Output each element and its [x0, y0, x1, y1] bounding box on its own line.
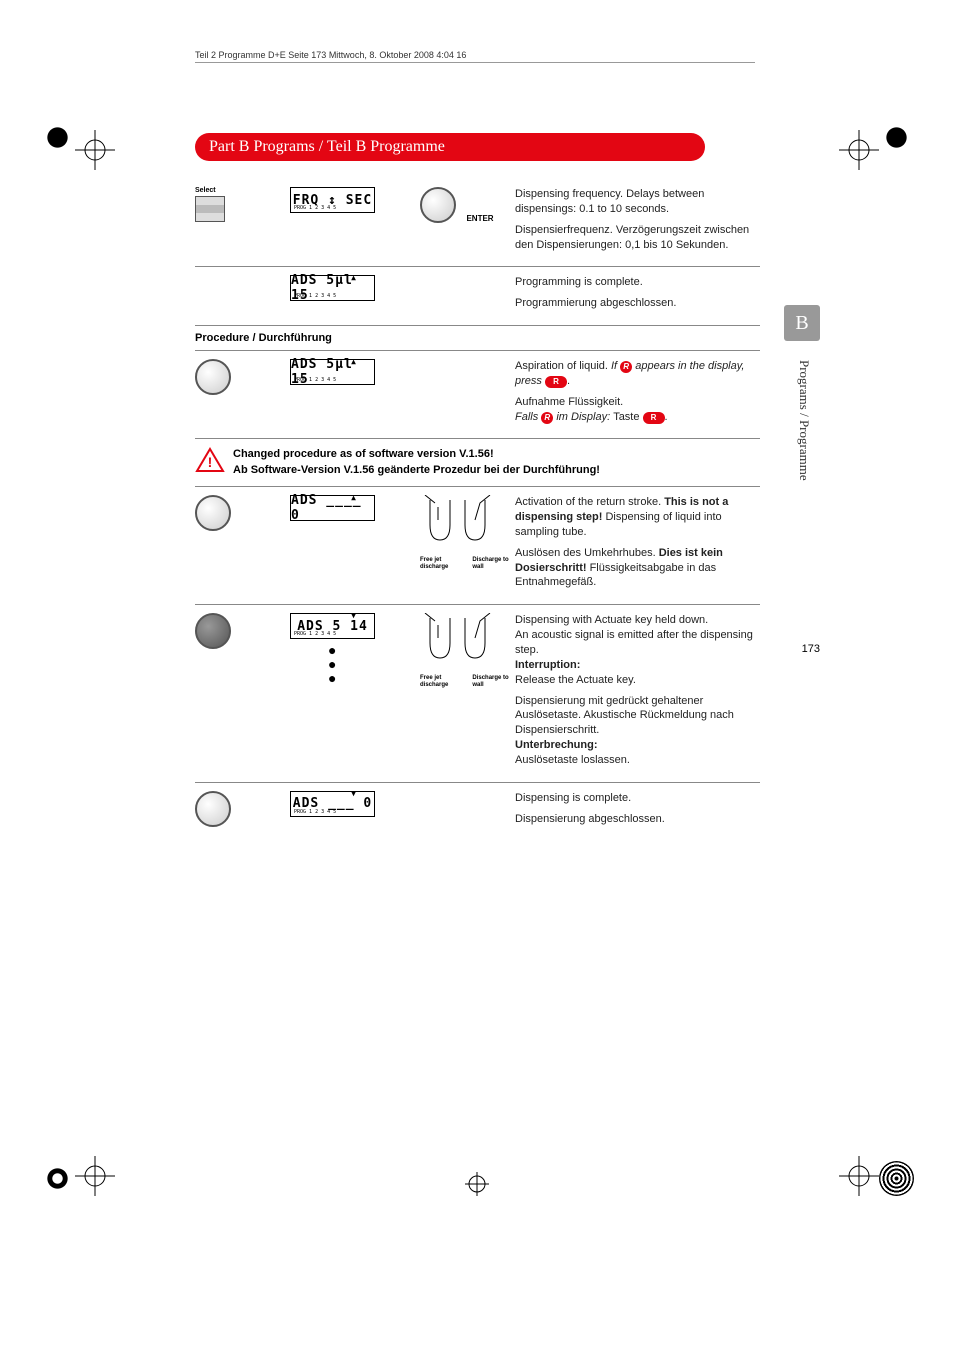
step-row: ADS 5µl 15 PROG 1 2 3 4 5 ▲ Programming …	[195, 266, 760, 325]
step-text-en: Dispensing frequency. Delays between dis…	[515, 187, 760, 217]
step-row: Select FRQ ↕ SEC PROG 1 2 3 4 5 ENTER Di…	[195, 179, 760, 266]
select-label: Select	[195, 187, 290, 194]
lcd-display: ADS 5 14 PROG 1 2 3 4 5 ▼	[290, 613, 375, 639]
step-text-de: Aufnahme Flüssigkeit.Falls R im Display:…	[515, 395, 760, 425]
crop-mark	[465, 1172, 489, 1196]
lcd-display: FRQ ↕ SEC PROG 1 2 3 4 5	[290, 187, 375, 213]
step-row: ADS ____ 0 ▲ Free jet dischargeDischarge…	[195, 486, 760, 604]
lcd-display: ADS ____ 0 ▲	[290, 495, 375, 521]
enter-label: ENTER	[466, 214, 493, 223]
section-title: Part B Programs / Teil B Programme	[195, 133, 705, 161]
step-text-de: Dispensierung mit gedrückt gehaltener Au…	[515, 694, 760, 768]
step-row: ADS 5µl 15 PROG 1 2 3 4 5 ▲ Aspiration o…	[195, 350, 760, 438]
r-button-icon: R	[643, 412, 665, 424]
step-text-en: Dispensing is complete.	[515, 791, 760, 806]
crop-mark	[839, 130, 879, 170]
warning-text: Changed procedure as of software version…	[233, 447, 600, 462]
registration-mark	[879, 120, 914, 155]
step-text-de: Dispensierfrequenz. Verzögerungszeit zwi…	[515, 223, 760, 253]
side-label: Programs / Programme	[796, 360, 812, 481]
svg-text:!: !	[208, 454, 213, 470]
actuate-button-icon	[195, 791, 231, 827]
registration-mark	[40, 1161, 75, 1196]
registration-mark	[879, 1161, 914, 1196]
lcd-display: ADS 5µl 15 PROG 1 2 3 4 5 ▲	[290, 359, 375, 385]
lcd-display: ADS ___ 0 PROG 1 2 3 4 5 ▼	[290, 791, 375, 817]
step-text-en: Aspiration of liquid. If R appears in th…	[515, 359, 760, 389]
crop-mark	[839, 1156, 879, 1196]
r-badge-icon: R	[620, 361, 632, 373]
enter-button-icon	[420, 187, 456, 223]
actuate-button-icon	[195, 495, 231, 531]
r-button-icon: R	[545, 376, 567, 388]
step-text-de: Auslösen des Umkehrhubes. Dies ist kein …	[515, 546, 760, 591]
step-text-en: Dispensing with Actuate key held down.An…	[515, 613, 760, 687]
tube-diagram-icon	[420, 613, 495, 668]
step-row: ADS ___ 0 PROG 1 2 3 4 5 ▼ Dispensing is…	[195, 782, 760, 841]
page-number: 173	[802, 643, 820, 655]
actuate-button-held-icon	[195, 613, 231, 649]
header-meta: Teil 2 Programme D+E Seite 173 Mittwoch,…	[195, 50, 755, 63]
section-tab: B	[784, 305, 820, 341]
warning-text: Ab Software-Version V.1.56 geänderte Pro…	[233, 463, 600, 478]
step-row: ADS 5 14 PROG 1 2 3 4 5 ▼ ●●● Free jet d…	[195, 604, 760, 781]
step-text-de: Programmierung abgeschlossen.	[515, 296, 760, 311]
tube-diagram-icon	[420, 495, 495, 550]
crop-mark	[75, 1156, 115, 1196]
warning-icon: !	[195, 447, 225, 473]
step-text-en: Activation of the return stroke. This is…	[515, 495, 760, 540]
step-text-de: Dispensierung abgeschlossen.	[515, 812, 760, 827]
actuate-button-icon	[195, 359, 231, 395]
registration-mark	[40, 120, 75, 155]
r-badge-icon: R	[541, 412, 553, 424]
warning-box: ! Changed procedure as of software versi…	[195, 438, 760, 486]
subsection-heading: Procedure / Durchführung	[195, 325, 760, 350]
lcd-display: ADS 5µl 15 PROG 1 2 3 4 5 ▲	[290, 275, 375, 301]
select-rocker-icon	[195, 196, 225, 222]
step-text-en: Programming is complete.	[515, 275, 760, 290]
crop-mark	[75, 130, 115, 170]
